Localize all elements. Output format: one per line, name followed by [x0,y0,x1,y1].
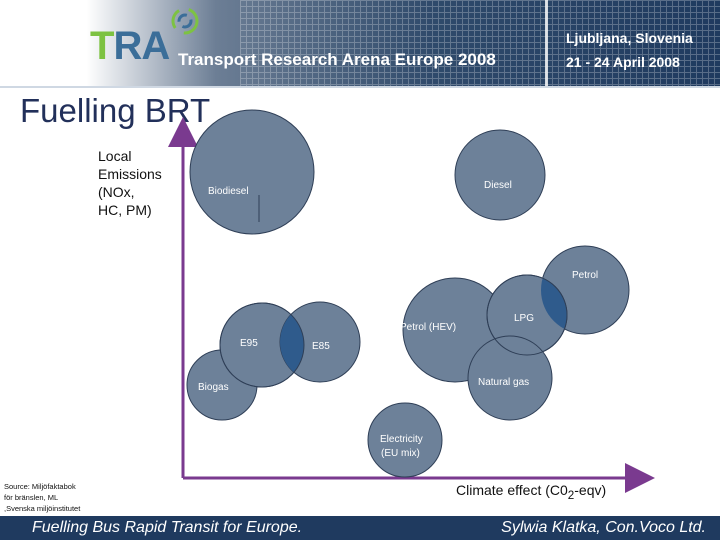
overlap-petrol-lpg [541,275,567,334]
label-electricity: Electricity [380,434,423,445]
label-petrol: Petrol [572,270,598,281]
event-dates: 21 - 24 April 2008 [566,54,680,70]
label-petrol-hev: Petrol (HEV) [400,322,456,333]
bubble-natural-gas [467,335,553,421]
banner-divider [545,0,548,86]
footer-presentation-title: Fuelling Bus Rapid Transit for Europe. [32,519,303,536]
tra-logo: TRA [90,24,170,68]
label-diesel: Diesel [484,180,512,191]
bubble-electricity [367,402,443,478]
banner-pattern [240,0,720,86]
logo-swirl-icon [171,7,199,35]
bubble-diesel [454,129,546,221]
conference-banner: TRA Transport Research Arena Europe 2008… [0,0,720,86]
label-biodiesel: Biodiesel [208,186,249,197]
label-lpg: LPG [514,313,534,324]
event-title: Transport Research Arena Europe 2008 [178,50,496,69]
footer-author: Sylwia Klatka, Con.Voco Ltd. [501,519,706,536]
bubble-group [186,109,630,478]
x-axis-label: Climate effect (C02-eqv) [456,482,607,502]
title-rule [0,86,720,88]
bubble-lpg-outline [486,274,568,356]
bubble-labels: Biodiesel Diesel Petrol LPG Petrol (HEV)… [198,180,598,459]
bubble-e95-outline [219,302,305,388]
source-note: Source: Miljöfaktabok för bränslen, ML ,… [4,482,81,513]
footer-bar [0,516,720,540]
y-axis-label: Local Emissions (NOx, HC, PM) [98,148,162,218]
label-e95: E95 [240,338,258,349]
label-e85: E85 [312,341,330,352]
bubble-biodiesel [189,109,315,235]
label-biogas: Biogas [198,382,229,393]
label-electricity-mix: (EU mix) [381,448,420,459]
event-location: Ljubljana, Slovenia [566,30,693,46]
label-natural-gas: Natural gas [478,377,529,388]
